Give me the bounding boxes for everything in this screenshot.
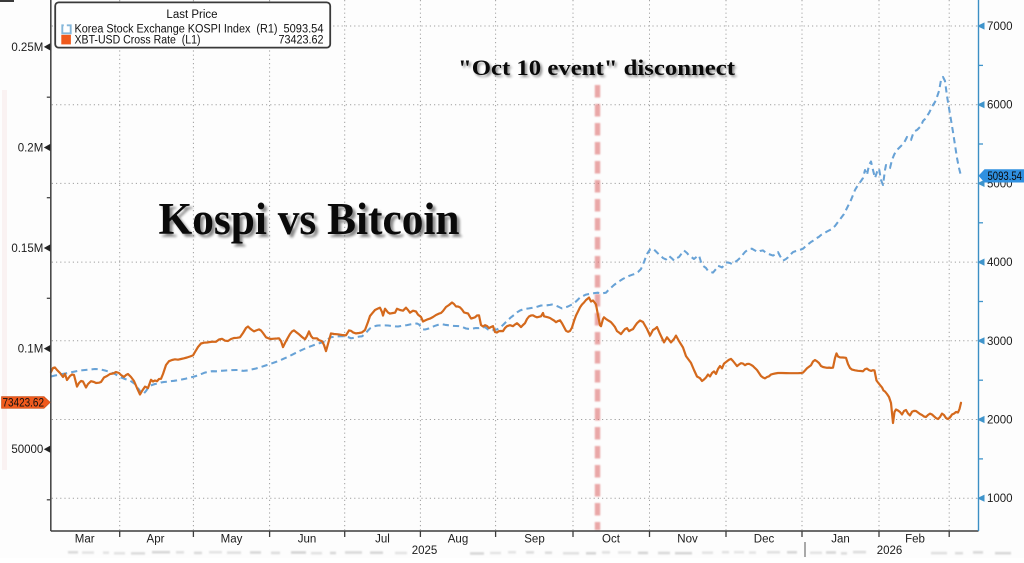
svg-text:5093.54: 5093.54	[988, 171, 1023, 183]
svg-text:0.1M: 0.1M	[18, 344, 44, 356]
svg-text:May: May	[221, 534, 243, 546]
svg-text:3000: 3000	[987, 336, 1013, 348]
svg-text:1000: 1000	[987, 493, 1013, 505]
svg-text:50000: 50000	[11, 444, 43, 456]
svg-text:7000: 7000	[987, 21, 1013, 33]
svg-text:73423.62: 73423.62	[3, 397, 45, 409]
svg-text:Sep: Sep	[524, 534, 544, 546]
svg-text:6000: 6000	[987, 100, 1013, 112]
svg-text:2026: 2026	[877, 545, 903, 557]
svg-text:Oct: Oct	[602, 534, 621, 546]
svg-text:0.25M: 0.25M	[11, 42, 43, 54]
svg-text:Korea Stock Exchange KOSPI Ind: Korea Stock Exchange KOSPI Index (R1)	[75, 23, 278, 35]
svg-text:Mar: Mar	[75, 534, 95, 546]
svg-text:Kospi vs Bitcoin: Kospi vs Bitcoin	[159, 194, 460, 244]
svg-text:Jun: Jun	[298, 534, 317, 546]
svg-text:Nov: Nov	[677, 534, 698, 546]
svg-text:0.2M: 0.2M	[18, 143, 44, 155]
svg-text:Last Price: Last Price	[166, 9, 217, 21]
svg-text:Aug: Aug	[448, 534, 468, 546]
svg-text:Dec: Dec	[754, 534, 775, 546]
svg-text:2000: 2000	[987, 415, 1013, 427]
svg-text:73423.62: 73423.62	[279, 35, 324, 47]
svg-text:2025: 2025	[412, 545, 438, 557]
svg-text:XBT-USD Cross Rate (L1): XBT-USD Cross Rate (L1)	[75, 35, 201, 47]
svg-text:0.15M: 0.15M	[11, 243, 43, 255]
svg-text:Apr: Apr	[147, 534, 165, 546]
svg-text:5093.54: 5093.54	[284, 23, 325, 35]
svg-text:4000: 4000	[987, 257, 1013, 269]
svg-text:Feb: Feb	[905, 534, 925, 546]
svg-text:Jan: Jan	[831, 534, 850, 546]
svg-text:Jul: Jul	[375, 534, 390, 546]
svg-text:"Oct 10 event" disconnect: "Oct 10 event" disconnect	[458, 55, 736, 80]
